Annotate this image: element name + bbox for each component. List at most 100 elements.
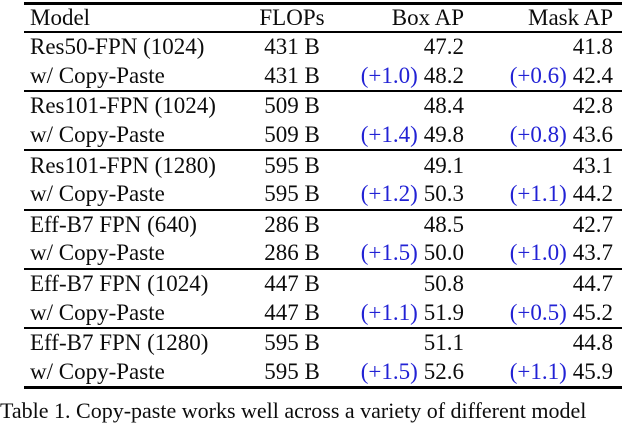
mask-ap-delta: (+1.1) xyxy=(509,181,567,207)
mask-ap-cell: 42.7 xyxy=(464,212,622,238)
box-ap-cell: (+1.5) 50.0 xyxy=(360,240,464,266)
box-ap-delta: (+1.4) xyxy=(360,122,418,148)
model-cell: w/ Copy-Paste xyxy=(30,358,165,384)
mask-ap-value: 45.2 xyxy=(572,299,613,325)
model-cell: w/ Copy-Paste xyxy=(30,240,165,266)
table-row: w/ Copy-Paste 509 B (+1.4) 49.8 (+0.8) 43.… xyxy=(24,121,622,150)
table-row: Res101-FPN (1024) 509 B 48.4 42.8 xyxy=(24,90,622,121)
mask-ap-cell: 44.8 xyxy=(464,330,622,356)
box-ap-delta: (+1.1) xyxy=(360,299,418,325)
mask-ap-value: 45.9 xyxy=(572,358,613,384)
flops-cell: 286 B xyxy=(264,211,320,237)
box-ap-cell: 48.5 xyxy=(360,212,464,238)
box-ap-value: 52.6 xyxy=(423,358,464,384)
flops-cell: 595 B xyxy=(264,152,320,178)
column-header-box-ap: Box AP xyxy=(391,5,464,30)
table-row: Eff-B7 FPN (1280) 595 B 51.1 44.8 xyxy=(24,326,622,358)
box-ap-value: 50.0 xyxy=(423,240,464,266)
model-cell: Eff-B7 FPN (1280) xyxy=(30,330,209,356)
table-header-row: Model FLOPs Box AP Mask AP xyxy=(24,5,622,33)
model-cell: Eff-B7 FPN (640) xyxy=(30,211,197,237)
mask-ap-delta: (+0.5) xyxy=(509,299,567,325)
flops-cell: 595 B xyxy=(264,181,320,207)
box-ap-cell: 47.2 xyxy=(360,34,464,60)
model-cell: Res101-FPN (1280) xyxy=(30,152,216,178)
mask-ap-value: 44.2 xyxy=(572,181,613,207)
model-cell: Res101-FPN (1024) xyxy=(30,93,216,119)
flops-cell: 447 B xyxy=(264,299,320,325)
box-ap-cell: 48.4 xyxy=(360,93,464,119)
mask-ap-value: 44.8 xyxy=(572,330,613,356)
mask-ap-value: 42.8 xyxy=(572,93,613,119)
box-ap-delta: (+1.0) xyxy=(360,62,418,88)
column-header-model: Model xyxy=(30,5,91,30)
box-ap-delta: (+1.2) xyxy=(360,181,418,207)
box-ap-cell: (+1.5) 52.6 xyxy=(360,359,464,385)
table-row: Res101-FPN (1280) 595 B 49.1 43.1 xyxy=(24,149,622,180)
flops-cell: 447 B xyxy=(264,271,320,297)
box-ap-value: 48.4 xyxy=(423,93,464,119)
mask-ap-cell: (+0.8) 43.6 xyxy=(464,122,622,148)
box-ap-value: 51.9 xyxy=(423,299,464,325)
box-ap-value: 47.2 xyxy=(423,34,464,60)
box-ap-cell: (+1.4) 49.8 xyxy=(360,122,464,148)
mask-ap-cell: (+0.6) 42.4 xyxy=(464,63,622,89)
mask-ap-cell: (+1.1) 44.2 xyxy=(464,181,622,207)
model-cell: w/ Copy-Paste xyxy=(30,62,165,88)
results-table: Model FLOPs Box AP Mask AP Res50-FPN (10… xyxy=(24,2,622,390)
column-header-flops: FLOPs xyxy=(259,5,325,30)
model-cell: Eff-B7 FPN (1024) xyxy=(30,271,209,297)
mask-ap-value: 43.6 xyxy=(572,122,613,148)
model-cell: w/ Copy-Paste xyxy=(30,181,165,207)
model-cell: w/ Copy-Paste xyxy=(30,122,165,148)
box-ap-cell: 49.1 xyxy=(360,153,464,179)
mask-ap-cell: 42.8 xyxy=(464,93,622,119)
flops-cell: 509 B xyxy=(264,93,320,119)
mask-ap-value: 43.7 xyxy=(572,240,613,266)
table-row: Res50-FPN (1024) 431 B 47.2 41.8 xyxy=(24,33,622,62)
mask-ap-cell: (+1.1) 45.9 xyxy=(464,359,622,385)
box-ap-value: 50.8 xyxy=(423,271,464,297)
model-cell: w/ Copy-Paste xyxy=(30,299,165,325)
flops-cell: 431 B xyxy=(264,62,320,88)
mask-ap-cell: (+1.0) 43.7 xyxy=(464,240,622,266)
mask-ap-value: 44.7 xyxy=(572,271,613,297)
mask-ap-delta: (+0.8) xyxy=(509,122,567,148)
box-ap-value: 48.2 xyxy=(423,62,464,88)
mask-ap-cell: 43.1 xyxy=(464,153,622,179)
box-ap-cell: (+1.0) 48.2 xyxy=(360,63,464,89)
mask-ap-value: 41.8 xyxy=(572,34,613,60)
box-ap-cell: 50.8 xyxy=(360,271,464,297)
column-header-mask-ap: Mask AP xyxy=(528,5,613,30)
box-ap-cell: (+1.1) 51.9 xyxy=(360,300,464,326)
mask-ap-value: 43.1 xyxy=(572,152,613,178)
mask-ap-cell: 41.8 xyxy=(464,34,622,60)
box-ap-value: 49.1 xyxy=(423,152,464,178)
flops-cell: 431 B xyxy=(264,34,320,60)
flops-cell: 286 B xyxy=(264,240,320,266)
flops-cell: 509 B xyxy=(264,122,320,148)
box-ap-delta: (+1.5) xyxy=(360,358,418,384)
mask-ap-value: 42.4 xyxy=(572,62,613,88)
box-ap-value: 48.5 xyxy=(423,211,464,237)
table-row: w/ Copy-Paste 447 B (+1.1) 51.9 (+0.5) 45.… xyxy=(24,298,622,327)
mask-ap-value: 42.7 xyxy=(572,211,613,237)
table-row: w/ Copy-Paste 286 B (+1.5) 50.0 (+1.0) 43.… xyxy=(24,239,622,268)
mask-ap-delta: (+0.6) xyxy=(509,62,567,88)
model-cell: Res50-FPN (1024) xyxy=(30,34,205,60)
table-row: w/ Copy-Paste 595 B (+1.2) 50.3 (+1.1) 44.… xyxy=(24,180,622,209)
table-row: Eff-B7 FPN (640) 286 B 48.5 42.7 xyxy=(24,208,622,240)
box-ap-value: 50.3 xyxy=(423,181,464,207)
mask-ap-cell: 44.7 xyxy=(464,271,622,297)
flops-cell: 595 B xyxy=(264,358,320,384)
flops-cell: 595 B xyxy=(264,330,320,356)
box-ap-value: 51.1 xyxy=(423,330,464,356)
table-row: w/ Copy-Paste 431 B (+1.0) 48.2 (+0.6) 42.… xyxy=(24,62,622,91)
table-row: w/ Copy-Paste 595 B (+1.5) 52.6 (+1.1) 45.… xyxy=(24,358,622,387)
box-ap-value: 49.8 xyxy=(423,122,464,148)
mask-ap-delta: (+1.1) xyxy=(509,358,567,384)
box-ap-cell: (+1.2) 50.3 xyxy=(360,181,464,207)
table-row: Eff-B7 FPN (1024) 447 B 50.8 44.7 xyxy=(24,267,622,299)
table-caption: Table 1. Copy-paste works well across a … xyxy=(0,398,587,424)
box-ap-cell: 51.1 xyxy=(360,330,464,356)
